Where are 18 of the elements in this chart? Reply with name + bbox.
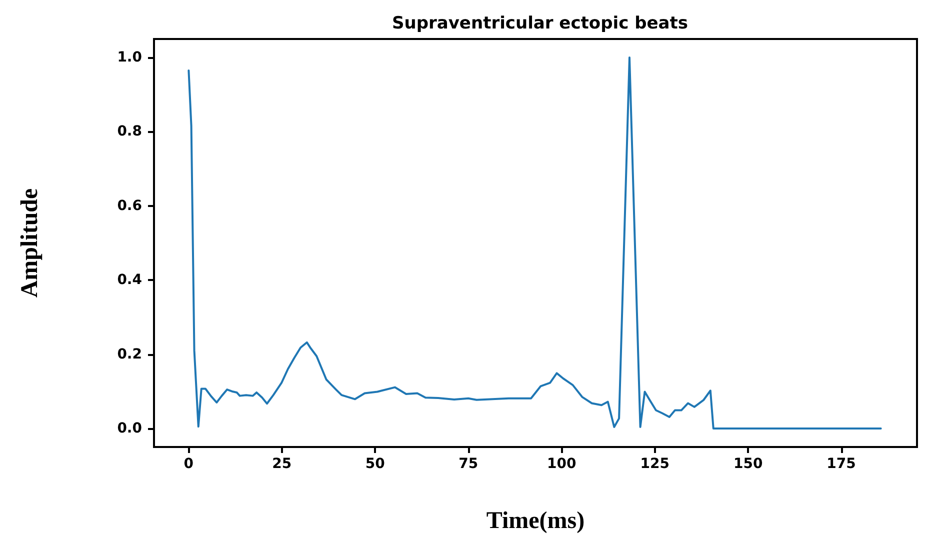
x-tick-label: 100 bbox=[546, 456, 576, 472]
y-tick-label: 0.6 bbox=[117, 198, 142, 214]
x-tick-label: 175 bbox=[826, 456, 856, 472]
y-tick-label: 1.0 bbox=[117, 50, 142, 66]
y-tick-label: 0.0 bbox=[117, 420, 142, 436]
x-tick-label: 50 bbox=[365, 456, 386, 472]
x-tick-label: 25 bbox=[272, 456, 292, 472]
x-axis-title: Time(ms) bbox=[486, 508, 585, 534]
x-tick-label: 150 bbox=[733, 456, 763, 472]
line-series bbox=[188, 56, 882, 430]
y-axis-title: Amplitude bbox=[17, 188, 43, 298]
x-tick-label: 0 bbox=[184, 456, 194, 472]
x-tick-label: 75 bbox=[458, 456, 478, 472]
x-tick-label: 125 bbox=[640, 456, 670, 472]
y-tick-label: 0.2 bbox=[117, 346, 142, 362]
y-tick-label: 0.4 bbox=[117, 272, 142, 288]
y-tick-label: 0.8 bbox=[117, 124, 142, 140]
chart-title: Supraventricular ectopic beats bbox=[392, 14, 688, 34]
